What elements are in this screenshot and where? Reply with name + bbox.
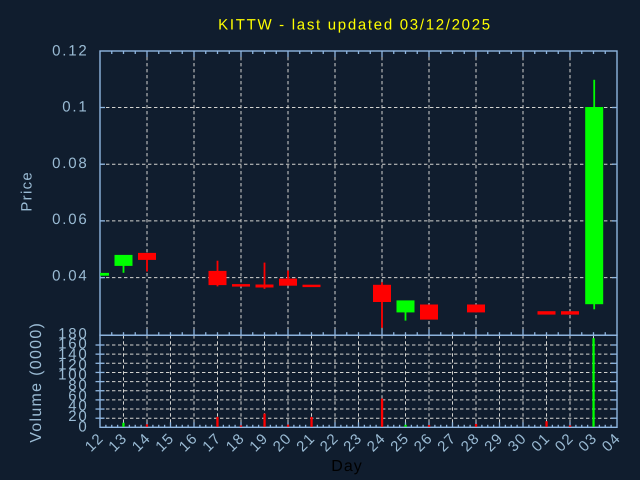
svg-text:0.04: 0.04 <box>52 268 88 285</box>
svg-text:0.06: 0.06 <box>52 211 88 228</box>
svg-text:140: 140 <box>58 346 88 363</box>
svg-text:0.1: 0.1 <box>62 99 88 116</box>
svg-text:100: 100 <box>58 367 88 384</box>
svg-text:20: 20 <box>68 408 88 425</box>
svg-text:40: 40 <box>68 398 88 415</box>
svg-text:160: 160 <box>58 336 88 353</box>
svg-text:0.08: 0.08 <box>52 155 88 172</box>
svg-text:KITTW - last updated 03/12/202: KITTW - last updated 03/12/2025 <box>218 17 492 34</box>
svg-text:120: 120 <box>58 356 88 373</box>
svg-text:Volume (0000): Volume (0000) <box>28 322 45 443</box>
svg-text:Day: Day <box>331 458 362 475</box>
svg-text:Price: Price <box>19 171 36 212</box>
svg-text:180: 180 <box>58 325 88 342</box>
svg-text:0.12: 0.12 <box>52 42 88 59</box>
svg-text:0: 0 <box>78 418 88 435</box>
svg-text:80: 80 <box>68 377 88 394</box>
svg-text:60: 60 <box>68 387 88 404</box>
